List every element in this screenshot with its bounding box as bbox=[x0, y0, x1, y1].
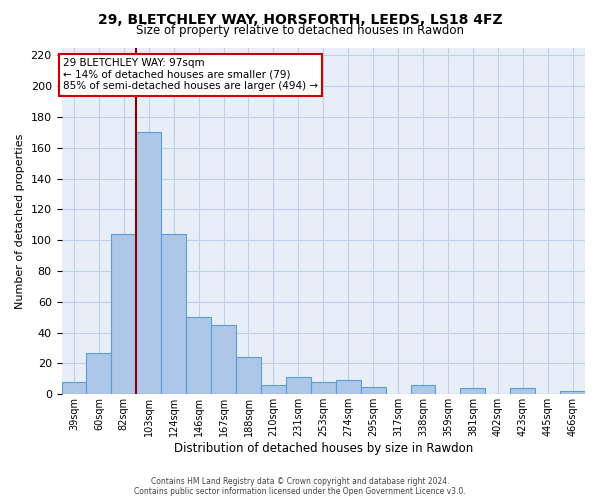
Bar bbox=[261, 385, 286, 394]
Bar bbox=[236, 358, 261, 395]
Bar bbox=[62, 382, 86, 394]
Bar bbox=[560, 391, 585, 394]
Bar bbox=[410, 385, 436, 394]
Bar bbox=[510, 388, 535, 394]
Bar bbox=[136, 132, 161, 394]
Bar bbox=[186, 317, 211, 394]
Text: Size of property relative to detached houses in Rawdon: Size of property relative to detached ho… bbox=[136, 24, 464, 37]
Bar bbox=[112, 234, 136, 394]
Y-axis label: Number of detached properties: Number of detached properties bbox=[15, 133, 25, 308]
Bar bbox=[361, 386, 386, 394]
Bar bbox=[161, 234, 186, 394]
Bar bbox=[336, 380, 361, 394]
Bar bbox=[460, 388, 485, 394]
Text: 29, BLETCHLEY WAY, HORSFORTH, LEEDS, LS18 4FZ: 29, BLETCHLEY WAY, HORSFORTH, LEEDS, LS1… bbox=[98, 12, 502, 26]
X-axis label: Distribution of detached houses by size in Rawdon: Distribution of detached houses by size … bbox=[173, 442, 473, 455]
Text: Contains HM Land Registry data © Crown copyright and database right 2024.
Contai: Contains HM Land Registry data © Crown c… bbox=[134, 476, 466, 496]
Bar bbox=[311, 382, 336, 394]
Bar bbox=[286, 378, 311, 394]
Bar bbox=[86, 352, 112, 395]
Bar bbox=[211, 325, 236, 394]
Text: 29 BLETCHLEY WAY: 97sqm
← 14% of detached houses are smaller (79)
85% of semi-de: 29 BLETCHLEY WAY: 97sqm ← 14% of detache… bbox=[63, 58, 318, 92]
